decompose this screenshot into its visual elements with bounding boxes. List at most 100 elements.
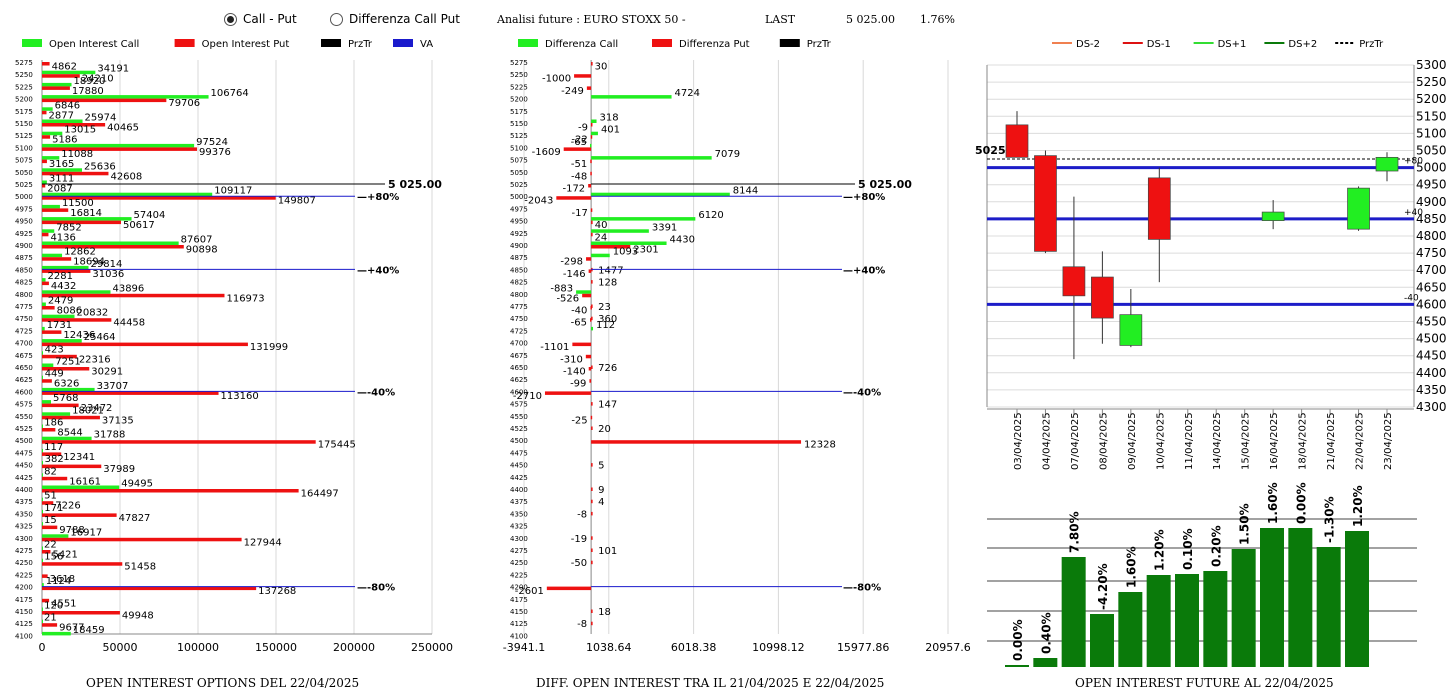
put-value-label: 4136 — [50, 232, 75, 243]
call-value-label: 43896 — [112, 283, 144, 294]
strike-label: 4675 — [510, 352, 528, 360]
put-bar — [42, 171, 109, 176]
put-value-label: 31036 — [92, 269, 124, 280]
diff-put-value-label: -146 — [563, 269, 586, 280]
diff-value-label: -8 — [577, 509, 587, 520]
call-bar — [42, 265, 89, 270]
future-oi-bar — [1033, 658, 1058, 667]
strike-label: 4300 — [15, 535, 33, 543]
strike-label: 4350 — [510, 510, 528, 518]
strike-label: 4925 — [510, 230, 528, 238]
strike-label: 4325 — [15, 523, 33, 531]
future-oi-value-label: -4.20% — [1096, 563, 1110, 610]
diff-call-value-label: 8144 — [733, 186, 758, 197]
strike-label: 4800 — [510, 291, 528, 299]
call-bar — [42, 70, 96, 75]
strike-label: 5075 — [15, 157, 33, 165]
future-oi-bar — [1146, 575, 1171, 667]
diff-put-bar — [590, 208, 593, 212]
diff-value-label: 5 — [598, 461, 604, 472]
strike-label: 4175 — [510, 596, 528, 604]
put-bar — [42, 464, 102, 469]
va-label: —-80% — [357, 583, 395, 594]
strike-label: 4225 — [15, 571, 33, 579]
diff-value-label: 4 — [598, 497, 604, 508]
diff-put-bar — [586, 257, 592, 261]
strike-label: 4950 — [15, 218, 33, 226]
diff-small-bar — [591, 511, 593, 516]
x-date-label: 22/04/2025 — [1355, 412, 1366, 470]
diff-value-label: 18 — [598, 607, 611, 618]
legend-label-prztr: PrzTr — [348, 39, 373, 50]
diff-put-value-label: -65 — [571, 318, 587, 329]
x-date-label: 21/04/2025 — [1326, 412, 1337, 470]
strike-label: 5150 — [510, 120, 528, 128]
strike-label: 4250 — [15, 559, 33, 567]
diff-put-value-label: -99 — [570, 379, 586, 390]
diff-put-value-label: -1101 — [540, 342, 569, 353]
diff-call-value-label: 318 — [600, 113, 619, 124]
strike-label: 5250 — [15, 71, 33, 79]
strike-label: 5200 — [510, 96, 528, 104]
diff-call-value-label: 1093 — [613, 247, 638, 258]
put-bar — [42, 306, 55, 310]
diff-small-bar — [591, 426, 593, 430]
call-bar — [42, 351, 43, 355]
diff-small-bar — [591, 499, 593, 504]
strike-label: 4575 — [15, 401, 33, 409]
radio-call-put[interactable]: Call - Put — [224, 12, 297, 26]
diff-small-bar — [591, 365, 593, 369]
call-bar — [42, 400, 51, 404]
x-date-label: 11/04/2025 — [1184, 412, 1195, 470]
call-bar — [42, 204, 60, 209]
future-oi-bar — [1005, 665, 1029, 667]
future-oi-bar — [1316, 547, 1341, 667]
put-bar — [42, 62, 50, 66]
diff-put-value-label: 40 — [595, 220, 608, 231]
put-bar — [42, 415, 100, 420]
x-date-label: 15/04/2025 — [1241, 412, 1252, 470]
y-tick-label: 4400 — [1416, 366, 1447, 380]
y-tick-label: 4650 — [1416, 280, 1447, 294]
call-bar — [42, 461, 43, 465]
diff-value-label: 147 — [598, 400, 617, 411]
put-value-label: 47827 — [119, 513, 151, 524]
strike-label: 4725 — [510, 327, 528, 335]
diff-call-bar — [591, 131, 598, 136]
put-value-label: 9788 — [59, 525, 84, 536]
diff-small-bar — [591, 536, 593, 540]
put-value-label: 37135 — [102, 415, 134, 426]
diff-put-bar — [590, 123, 593, 127]
put-bar — [42, 501, 54, 505]
legend-swatch-open-interest-call — [22, 39, 42, 47]
candle-body — [1034, 155, 1057, 252]
radio-differenza[interactable]: Differenza Call Put — [330, 12, 460, 26]
call-bar — [42, 82, 72, 87]
strike-label: 4850 — [510, 266, 528, 274]
call-value-label: 171 — [44, 503, 63, 514]
diff-small-bar — [591, 548, 593, 552]
call-value-label: 31788 — [94, 430, 126, 441]
call-value-label: 34191 — [97, 64, 129, 75]
call-value-label: 6846 — [55, 100, 80, 111]
x-date-label: 10/04/2025 — [1155, 412, 1166, 470]
call-bar — [42, 558, 43, 563]
diff-put-bar — [590, 159, 592, 164]
strike-label: 4500 — [15, 437, 33, 445]
call-bar — [42, 363, 54, 367]
diff-put-value-label: -51 — [571, 159, 587, 170]
strike-label: 4300 — [510, 535, 528, 543]
future-oi-bar — [1345, 531, 1369, 667]
candle-body — [1375, 156, 1399, 172]
call-value-label: 7251 — [55, 357, 80, 368]
put-bar — [42, 159, 47, 164]
put-value-label: 23472 — [81, 403, 113, 414]
diff-put-value-label: -17 — [571, 208, 587, 219]
strike-label: 4625 — [510, 376, 528, 384]
x-tick-label: 50000 — [103, 641, 138, 654]
call-bar — [42, 229, 55, 233]
put-value-label: 175445 — [318, 440, 356, 451]
last-label: LAST — [765, 13, 796, 26]
put-bar — [42, 428, 56, 432]
call-value-label: 2281 — [48, 271, 73, 282]
